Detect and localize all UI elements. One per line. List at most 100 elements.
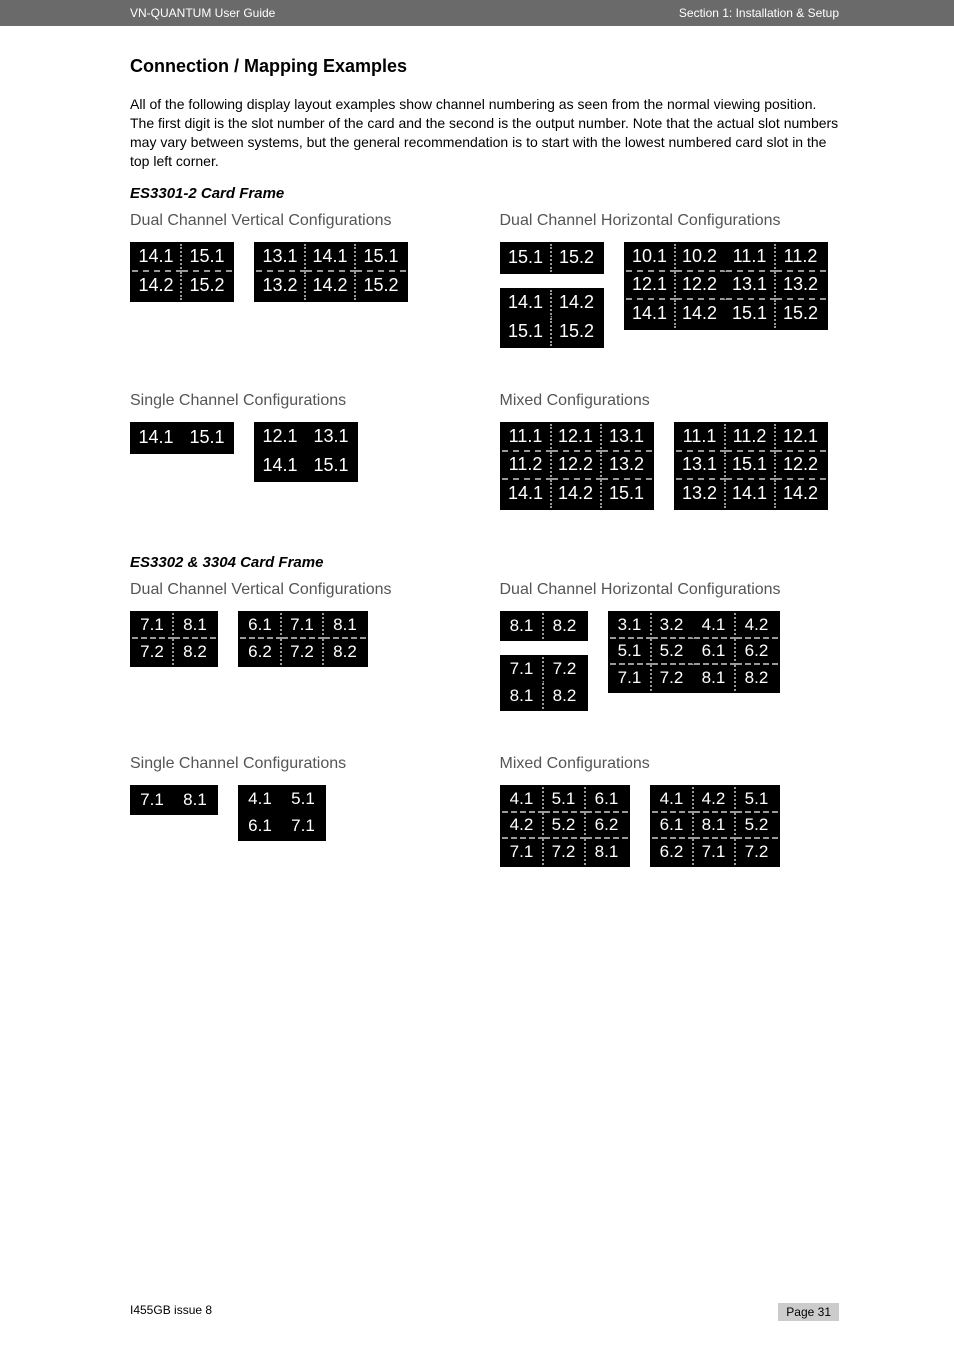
grid-cell: 6.1 — [694, 639, 736, 665]
grid-cell: 7.1 — [502, 839, 544, 865]
grid-cell: 10.1 — [626, 244, 676, 272]
grid-row: 15.115.2 — [502, 244, 602, 272]
grid: 13.114.115.113.214.215.2 — [254, 242, 408, 302]
grid: 7.17.28.18.2 — [500, 655, 588, 711]
grid-cell: 11.1 — [502, 424, 552, 452]
footer-left: I455GB issue 8 — [130, 1303, 212, 1321]
grid-cell: 11.2 — [502, 452, 552, 480]
grid-cell: 8.1 — [586, 839, 628, 865]
grid-cell: 15.2 — [552, 318, 602, 346]
page-footer: I455GB issue 8 Page 31 — [0, 1303, 954, 1321]
grid-row: 6.27.28.2 — [240, 639, 366, 665]
content: Connection / Mapping Examples All of the… — [0, 26, 954, 1263]
grid-row: 7.17.28.18.2 — [610, 665, 778, 691]
grid-cell: 12.2 — [676, 272, 726, 300]
grid-row: 7.17.2 — [502, 657, 586, 683]
grid-row: 7.17.28.1 — [502, 839, 628, 865]
grid-cell: 7.1 — [610, 665, 652, 691]
grid-cell: 14.2 — [776, 480, 826, 508]
grid: 10.110.211.111.212.112.213.113.214.114.2… — [624, 242, 828, 330]
grid: 8.18.2 — [500, 611, 588, 641]
grid-row: 14.114.215.115.2 — [626, 300, 826, 328]
grid-row: 8.18.2 — [502, 683, 586, 709]
grid-cell: 15.2 — [552, 244, 602, 272]
grid-cell: 12.2 — [776, 452, 826, 480]
grid-cell: 5.2 — [736, 813, 778, 839]
grid-cell: 15.1 — [726, 452, 776, 480]
grid-cell: 7.1 — [502, 657, 544, 683]
grid: 14.115.1 — [130, 422, 234, 454]
grid-cell: 5.1 — [544, 787, 586, 813]
grid: 11.111.212.113.115.112.213.214.114.2 — [674, 422, 828, 510]
grid-row: 4.15.1 — [240, 787, 324, 813]
grid: 4.15.16.17.1 — [238, 785, 326, 841]
grid: 4.15.16.14.25.26.27.17.28.1 — [500, 785, 630, 867]
grid-row: 11.111.212.1 — [676, 424, 826, 452]
grid-row: 6.17.1 — [240, 813, 324, 839]
grid-cell: 14.1 — [726, 480, 776, 508]
grid-row: 14.215.2 — [132, 272, 232, 300]
grid-cell: 8.1 — [694, 813, 736, 839]
frame-heading-es3302: ES3302 & 3304 Card Frame — [130, 554, 839, 571]
grid-cell: 14.1 — [132, 424, 182, 452]
grid-cell: 11.2 — [726, 424, 776, 452]
grid-row: 4.25.26.2 — [502, 813, 628, 839]
grid-cell: 7.2 — [736, 839, 778, 865]
grid-row: 14.115.1 — [132, 244, 232, 272]
grid-row: 14.115.1 — [132, 424, 232, 452]
grid-cell: 14.1 — [502, 480, 552, 508]
grid-cell: 13.1 — [256, 244, 306, 272]
cfg-title: Dual Channel Vertical Configurations — [130, 581, 470, 599]
grid-cell: 13.1 — [676, 452, 726, 480]
grid-cell: 8.2 — [544, 683, 586, 709]
page-number: Page 31 — [778, 1303, 839, 1321]
grid-cell: 13.2 — [776, 272, 826, 300]
grid-cell: 15.1 — [182, 244, 232, 272]
grid-row: 15.115.2 — [502, 318, 602, 346]
grid-cell: 8.2 — [736, 665, 778, 691]
grid-row: 14.114.2 — [502, 290, 602, 318]
grid-cell: 11.1 — [726, 244, 776, 272]
grid: 14.114.215.115.2 — [500, 288, 604, 348]
grid-row: 14.115.1 — [256, 452, 356, 480]
grid-cell: 15.1 — [502, 244, 552, 272]
grid-cell: 15.2 — [356, 272, 406, 300]
grid-cell: 4.1 — [502, 787, 544, 813]
grid-cell: 4.1 — [694, 613, 736, 639]
cfg-title: Single Channel Configurations — [130, 392, 470, 410]
grid-cell: 6.2 — [736, 639, 778, 665]
grid-cell: 13.1 — [602, 424, 652, 452]
grid-row: 5.15.26.16.2 — [610, 639, 778, 665]
grid-cell: 13.2 — [676, 480, 726, 508]
grid: 6.17.18.16.27.28.2 — [238, 611, 368, 667]
grid: 7.18.1 — [130, 785, 218, 815]
grid-cell: 7.2 — [132, 639, 174, 665]
grid-cell: 5.2 — [544, 813, 586, 839]
grid-row: 11.112.113.1 — [502, 424, 652, 452]
grid-cell: 6.1 — [240, 813, 282, 839]
grid-cell: 14.1 — [502, 290, 552, 318]
grid-cell: 11.2 — [776, 244, 826, 272]
grid-row: 13.114.115.1 — [256, 244, 406, 272]
grid-cell: 4.2 — [736, 613, 778, 639]
grid-cell: 13.2 — [602, 452, 652, 480]
grid-cell: 13.1 — [306, 424, 356, 452]
grid-row: 13.214.114.2 — [676, 480, 826, 508]
grid-cell: 12.1 — [256, 424, 306, 452]
grid-cell: 8.1 — [174, 613, 216, 639]
grid: 12.113.114.115.1 — [254, 422, 358, 482]
header-left: VN-QUANTUM User Guide — [130, 6, 275, 20]
grid-cell: 14.1 — [626, 300, 676, 328]
grid-cell: 14.2 — [132, 272, 182, 300]
grid-cell: 15.1 — [502, 318, 552, 346]
grid-cell: 8.2 — [544, 613, 586, 639]
grid-cell: 13.2 — [256, 272, 306, 300]
grid-cell: 15.1 — [182, 424, 232, 452]
grid-cell: 7.2 — [652, 665, 694, 691]
grid-cell: 12.2 — [552, 452, 602, 480]
grid-cell: 6.2 — [652, 839, 694, 865]
grid-cell: 15.1 — [602, 480, 652, 508]
grid-cell: 7.1 — [282, 813, 324, 839]
grid-cell: 14.1 — [132, 244, 182, 272]
grid: 3.13.24.14.25.15.26.16.27.17.28.18.2 — [608, 611, 780, 693]
